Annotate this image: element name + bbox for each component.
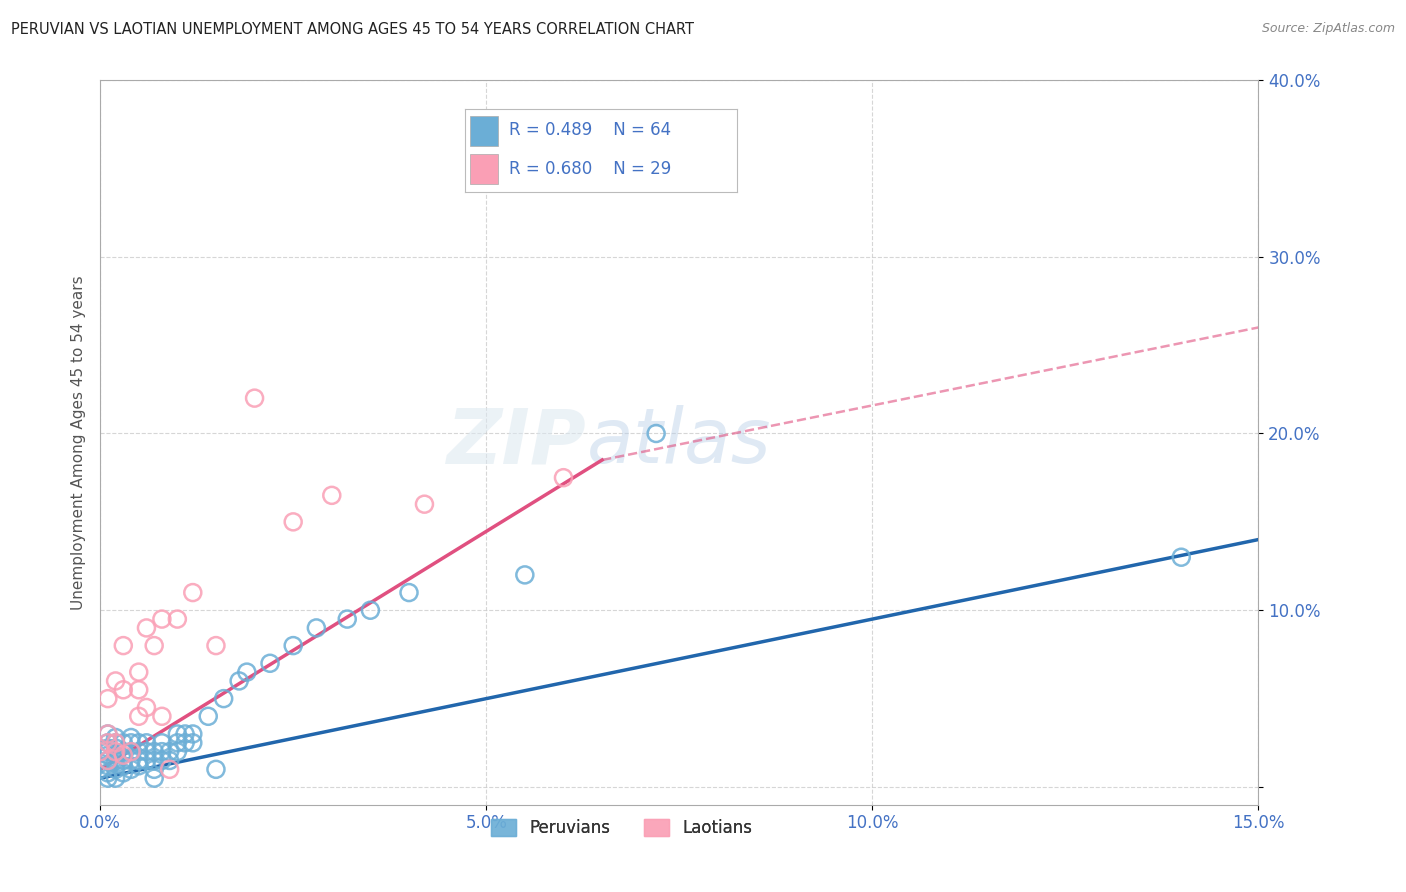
- Point: [135, 754, 157, 768]
- Point: [236, 665, 259, 679]
- Point: [228, 673, 250, 688]
- Point: [143, 754, 166, 768]
- Point: [128, 682, 150, 697]
- Point: [135, 736, 157, 750]
- Point: [128, 736, 150, 750]
- Point: [97, 727, 120, 741]
- Point: [120, 762, 142, 776]
- Point: [128, 754, 150, 768]
- Point: [112, 639, 135, 653]
- Point: [197, 709, 219, 723]
- Point: [135, 621, 157, 635]
- Point: [553, 471, 575, 485]
- Point: [112, 736, 135, 750]
- Point: [135, 745, 157, 759]
- Point: [120, 736, 142, 750]
- Point: [97, 771, 120, 785]
- Point: [97, 745, 120, 759]
- Point: [97, 736, 120, 750]
- Point: [1170, 550, 1192, 565]
- Point: [112, 759, 135, 773]
- Point: [128, 709, 150, 723]
- Point: [283, 515, 305, 529]
- Point: [305, 621, 328, 635]
- Point: [166, 745, 188, 759]
- Point: [112, 682, 135, 697]
- Point: [205, 639, 228, 653]
- Point: [97, 691, 120, 706]
- Point: [413, 497, 436, 511]
- Point: [150, 612, 173, 626]
- Point: [398, 585, 420, 599]
- Text: atlas: atlas: [586, 405, 770, 479]
- Point: [104, 745, 127, 759]
- Point: [181, 585, 204, 599]
- Point: [143, 745, 166, 759]
- Point: [513, 568, 536, 582]
- Point: [359, 603, 381, 617]
- Point: [97, 765, 120, 780]
- Point: [97, 754, 120, 768]
- Point: [97, 736, 120, 750]
- Point: [181, 727, 204, 741]
- Point: [120, 745, 142, 759]
- Point: [150, 754, 173, 768]
- Point: [128, 759, 150, 773]
- Point: [174, 727, 197, 741]
- Point: [97, 748, 120, 763]
- Point: [135, 700, 157, 714]
- Point: [97, 754, 120, 768]
- Point: [645, 426, 668, 441]
- Point: [112, 748, 135, 763]
- Point: [150, 745, 173, 759]
- Point: [128, 745, 150, 759]
- Point: [97, 741, 120, 756]
- Point: [120, 731, 142, 745]
- Point: [166, 612, 188, 626]
- Point: [150, 709, 173, 723]
- Point: [120, 745, 142, 759]
- Point: [283, 639, 305, 653]
- Point: [259, 657, 281, 671]
- Point: [128, 665, 150, 679]
- Point: [104, 748, 127, 763]
- Point: [97, 759, 120, 773]
- Point: [97, 727, 120, 741]
- Point: [205, 762, 228, 776]
- Point: [321, 488, 343, 502]
- Text: Source: ZipAtlas.com: Source: ZipAtlas.com: [1261, 22, 1395, 36]
- Point: [159, 745, 181, 759]
- Point: [112, 765, 135, 780]
- Point: [166, 727, 188, 741]
- Point: [174, 736, 197, 750]
- Y-axis label: Unemployment Among Ages 45 to 54 years: Unemployment Among Ages 45 to 54 years: [72, 275, 86, 609]
- Point: [243, 391, 266, 405]
- Point: [181, 736, 204, 750]
- Point: [104, 771, 127, 785]
- Point: [104, 762, 127, 776]
- Point: [150, 736, 173, 750]
- Point: [104, 741, 127, 756]
- Point: [159, 754, 181, 768]
- Point: [104, 731, 127, 745]
- Point: [143, 639, 166, 653]
- Text: PERUVIAN VS LAOTIAN UNEMPLOYMENT AMONG AGES 45 TO 54 YEARS CORRELATION CHART: PERUVIAN VS LAOTIAN UNEMPLOYMENT AMONG A…: [11, 22, 695, 37]
- Point: [89, 762, 111, 776]
- Point: [143, 771, 166, 785]
- Point: [104, 736, 127, 750]
- Point: [104, 754, 127, 768]
- Point: [159, 762, 181, 776]
- Point: [212, 691, 235, 706]
- Text: ZIP: ZIP: [447, 405, 586, 479]
- Point: [166, 736, 188, 750]
- Point: [112, 745, 135, 759]
- Point: [104, 673, 127, 688]
- Point: [120, 754, 142, 768]
- Legend: Peruvians, Laotians: Peruvians, Laotians: [484, 812, 759, 844]
- Point: [112, 754, 135, 768]
- Point: [336, 612, 359, 626]
- Point: [89, 745, 111, 759]
- Point: [104, 736, 127, 750]
- Point: [143, 762, 166, 776]
